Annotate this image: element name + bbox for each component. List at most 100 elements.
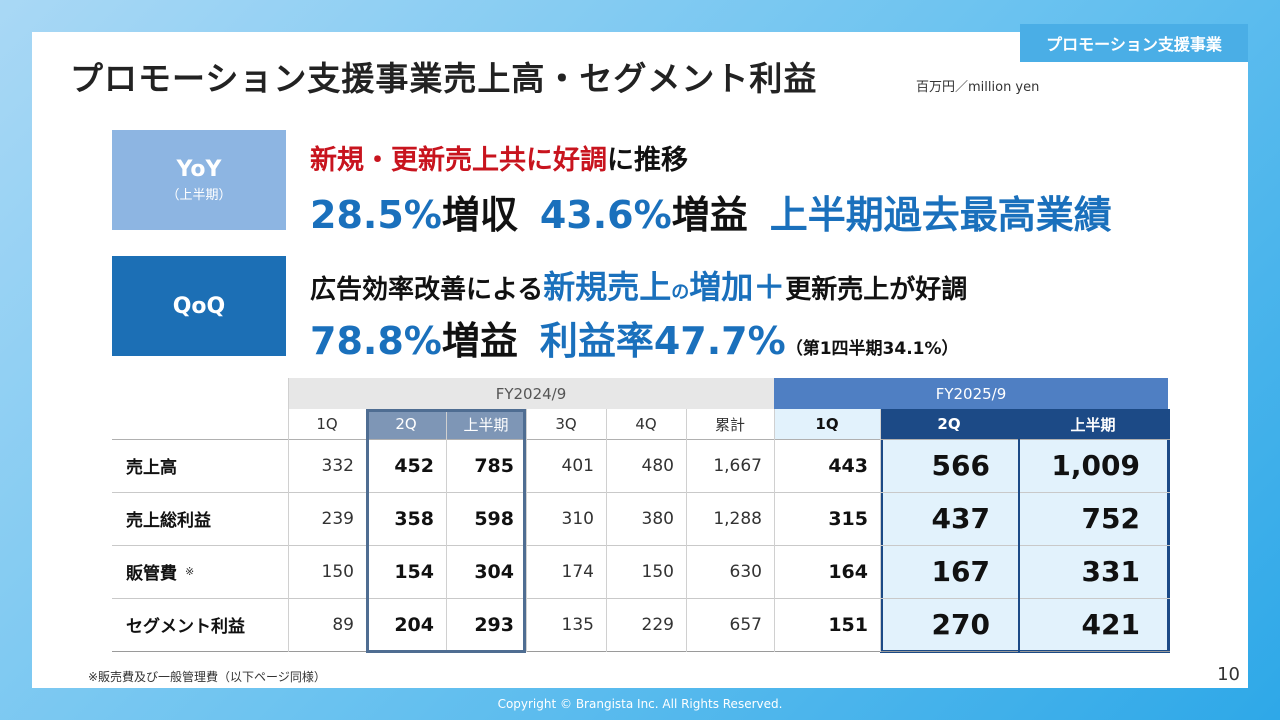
- qoq-margin-note: （第1四半期34.1%）: [785, 339, 959, 359]
- yoy-line-1: 新規・更新売上共に好調に推移: [310, 138, 688, 177]
- column-divider: [446, 409, 447, 652]
- table-cell: 752: [1081, 502, 1140, 535]
- table-cell: 380: [641, 508, 674, 529]
- row-label: セグメント利益: [126, 598, 245, 651]
- column-divider: [288, 378, 289, 652]
- qoq-line1-a: 広告効率改善による: [310, 275, 544, 305]
- qoq-line1-b: 新規売上: [543, 268, 672, 306]
- unit-label: 百万円／million yen: [916, 80, 1040, 95]
- table-cell: 150: [641, 561, 674, 582]
- footnote-mark: ※: [185, 565, 195, 578]
- row-label: 売上高: [126, 439, 177, 492]
- qoq-line-1: 広告効率改善による新規売上の増加＋更新売上が好調: [310, 262, 967, 308]
- table-cell: 421: [1081, 608, 1140, 641]
- page-number: 10: [1217, 664, 1240, 685]
- row-divider: [112, 651, 1170, 652]
- section-tag: プロモーション支援事業: [1020, 24, 1248, 62]
- yoy-line1-text: に推移: [607, 145, 688, 176]
- column-header: 上半期: [446, 409, 526, 439]
- table-cell: 437: [931, 502, 990, 535]
- yoy-record-text: 上半期過去最高業績: [769, 193, 1112, 237]
- table-cell: 332: [321, 455, 354, 476]
- table-cell: 1,009: [1051, 449, 1140, 482]
- table-cell: 293: [474, 613, 514, 636]
- qoq-line1-e: 更新売上が好調: [785, 275, 968, 305]
- row-divider: [112, 545, 1170, 546]
- qoq-line1-d: 増加＋: [689, 268, 786, 306]
- column-divider: [774, 409, 775, 652]
- table-cell: 89: [332, 614, 354, 635]
- yoy-line1-highlight: 新規・更新売上共に好調: [310, 145, 607, 176]
- column-divider: [606, 409, 607, 652]
- yoy-label: YoY: [176, 157, 222, 182]
- table-cell: 566: [931, 449, 990, 482]
- table-cell: 239: [321, 508, 354, 529]
- table-cell: 151: [828, 613, 868, 636]
- column-divider: [526, 409, 527, 652]
- qoq-profit-label: 増益: [441, 319, 518, 363]
- yoy-profit-label: 増益: [671, 193, 748, 237]
- row-label-text: 販管費: [126, 564, 177, 584]
- yoy-line-2: 28.5%増収 43.6%増益 上半期過去最高業績: [310, 184, 1112, 239]
- table-cell: 1,288: [713, 508, 762, 529]
- table-cell: 174: [561, 561, 594, 582]
- table-cell: 270: [931, 608, 990, 641]
- table-cell: 443: [828, 454, 868, 477]
- table-cell: 154: [394, 560, 434, 583]
- table-cell: 135: [561, 614, 594, 635]
- table-cell: 331: [1081, 555, 1140, 588]
- column-header: 3Q: [555, 415, 577, 433]
- column-header: 1Q: [316, 415, 338, 433]
- table-cell: 304: [474, 560, 514, 583]
- qoq-box: QoQ: [112, 256, 286, 356]
- table-cell: 310: [561, 508, 594, 529]
- table-cell: 630: [729, 561, 762, 582]
- column-divider: [1018, 409, 1020, 652]
- yoy-profit-growth: 43.6%: [539, 193, 672, 237]
- table-cell: 785: [474, 454, 514, 477]
- page-title: プロモーション支援事業売上高・セグメント利益: [70, 59, 818, 98]
- column-divider: [880, 409, 881, 652]
- table-cell: 452: [394, 454, 434, 477]
- yoy-sub-label: （上半期）: [166, 188, 232, 203]
- row-label-text: 売上高: [126, 458, 177, 478]
- table-cell: 401: [561, 455, 594, 476]
- column-header: 2Q: [880, 409, 1018, 439]
- row-label-text: 売上総利益: [126, 511, 211, 531]
- table-cell: 480: [641, 455, 674, 476]
- fy2025-highlight: [880, 409, 1170, 653]
- financial-table: FY2024/9 FY2025/9 1Q 2Q 上半期 3Q 4Q 累計 1Q 2Q 上半期 売上…: [112, 378, 1170, 653]
- qoq-profit-growth: 78.8%: [310, 319, 442, 363]
- qoq-label: QoQ: [172, 293, 226, 319]
- table-cell: 164: [828, 560, 868, 583]
- column-divider: [686, 409, 687, 652]
- column-header: 上半期: [1018, 409, 1168, 439]
- table-cell: 1,667: [713, 455, 762, 476]
- table-cell: 150: [321, 561, 354, 582]
- fy2025-header: FY2025/9: [774, 378, 1168, 409]
- yoy-revenue-growth: 28.5%: [310, 193, 442, 237]
- column-header: 1Q: [774, 409, 880, 439]
- row-label-text: セグメント利益: [126, 617, 245, 637]
- qoq-margin: 利益率47.7%: [539, 319, 786, 363]
- column-header: 累計: [714, 415, 745, 434]
- row-divider: [112, 439, 1170, 440]
- table-cell: 657: [729, 614, 762, 635]
- yoy-revenue-label: 増収: [441, 193, 518, 237]
- fy2024-h1-highlight: [366, 409, 526, 653]
- table-cell: 358: [394, 507, 434, 530]
- table-cell: 598: [474, 507, 514, 530]
- qoq-line-2: 78.8%増益 利益率47.7%（第1四半期34.1%）: [310, 310, 959, 365]
- row-divider: [112, 492, 1170, 493]
- footnote: ※販売費及び一般管理費（以下ページ同様）: [88, 670, 326, 684]
- row-label: 売上総利益: [126, 492, 211, 545]
- table-cell: 167: [931, 555, 990, 588]
- column-header: 4Q: [635, 415, 657, 433]
- table-cell: 229: [641, 614, 674, 635]
- column-header: 2Q: [366, 409, 446, 439]
- row-divider: [112, 598, 1170, 599]
- qoq-line1-c: の: [671, 282, 690, 303]
- fy2024-header: FY2024/9: [288, 378, 774, 409]
- copyright: Copyright © Brangista Inc. All Rights Re…: [497, 697, 783, 711]
- table-cell: 315: [828, 507, 868, 530]
